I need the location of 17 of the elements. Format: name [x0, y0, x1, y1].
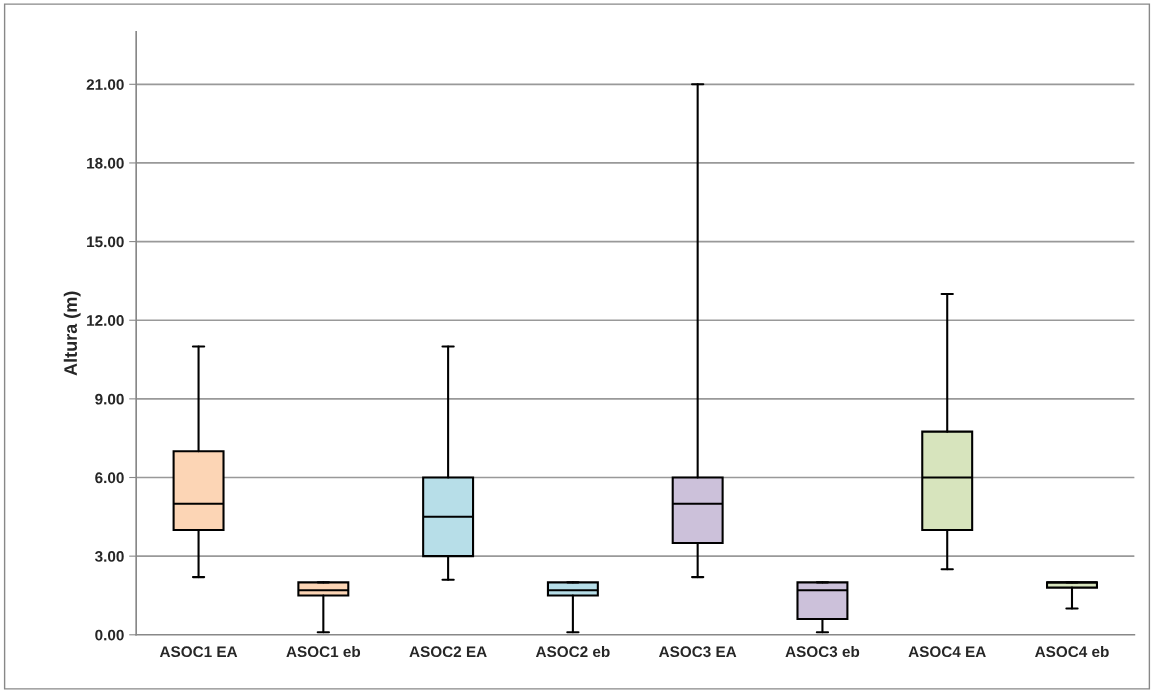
x-tick-label: ASOC1 EA [159, 646, 238, 658]
y-axis-title: Altura (m) [63, 291, 81, 376]
x-tick-label: ASOC2 EA [409, 646, 487, 658]
y-tick-label: 9.00 [95, 393, 124, 405]
x-tick-label: ASOC4 eb [1035, 645, 1109, 658]
x-tick-label: ASOC4 EA [908, 646, 986, 658]
y-tick-label: 0.00 [95, 629, 124, 641]
x-tick-label: ASOC2 eb [535, 645, 610, 658]
y-tick-label: 15.00 [87, 236, 124, 248]
x-tick-label: ASOC1 eb [286, 645, 361, 658]
x-tick-label: ASOC3 EA [658, 646, 737, 658]
x-tick-label: ASOC3 eb [785, 645, 860, 658]
y-tick-label: 3.00 [94, 551, 124, 562]
y-tick-label: 12.00 [87, 315, 124, 326]
y-tick-label: 21.00 [86, 79, 124, 90]
y-tick-label: 18.00 [87, 157, 124, 169]
y-tick-label: 6.00 [95, 472, 124, 484]
